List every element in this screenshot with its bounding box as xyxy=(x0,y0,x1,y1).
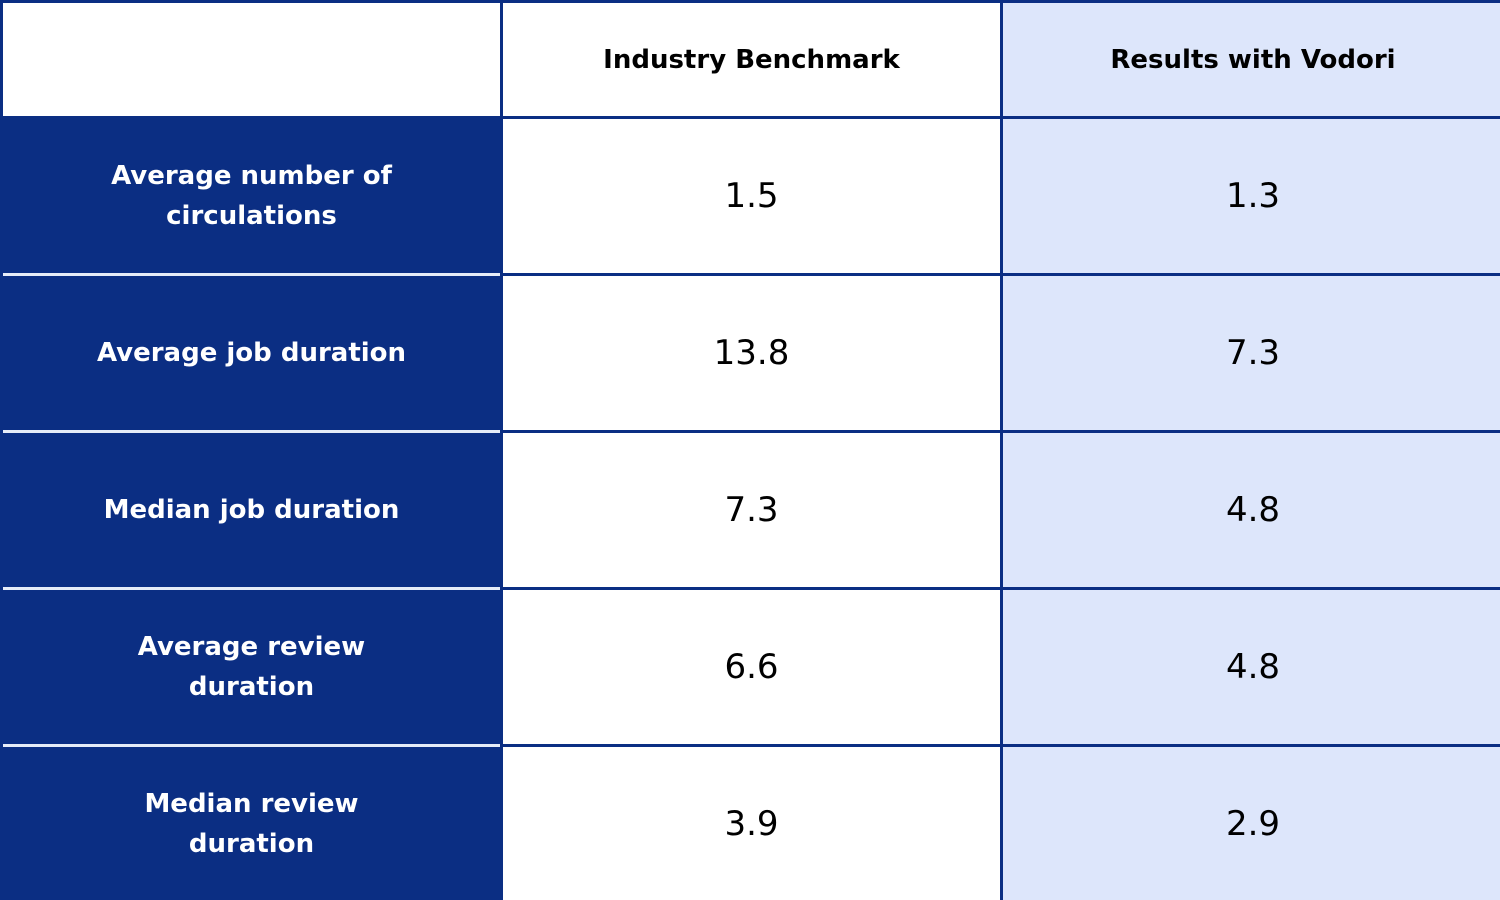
corner-cell xyxy=(3,3,500,116)
value-cell: 7.3 xyxy=(1003,276,1500,430)
column-header: Results with Vodori xyxy=(1003,3,1500,116)
value-cell: 4.8 xyxy=(1003,433,1500,587)
row-label: Average number of circulations xyxy=(3,119,500,273)
row-label: Median review duration xyxy=(3,747,500,900)
value-cell: 4.8 xyxy=(1003,590,1500,744)
value-cell: 3.9 xyxy=(503,747,1000,900)
row-label: Average review duration xyxy=(3,590,500,744)
value-cell: 2.9 xyxy=(1003,747,1500,900)
row-label: Average job duration xyxy=(3,276,500,430)
column-header: Industry Benchmark xyxy=(503,3,1000,116)
value-cell: 1.3 xyxy=(1003,119,1500,273)
value-cell: 13.8 xyxy=(503,276,1000,430)
value-cell: 6.6 xyxy=(503,590,1000,744)
value-cell: 7.3 xyxy=(503,433,1000,587)
row-label: Median job duration xyxy=(3,433,500,587)
value-cell: 1.5 xyxy=(503,119,1000,273)
